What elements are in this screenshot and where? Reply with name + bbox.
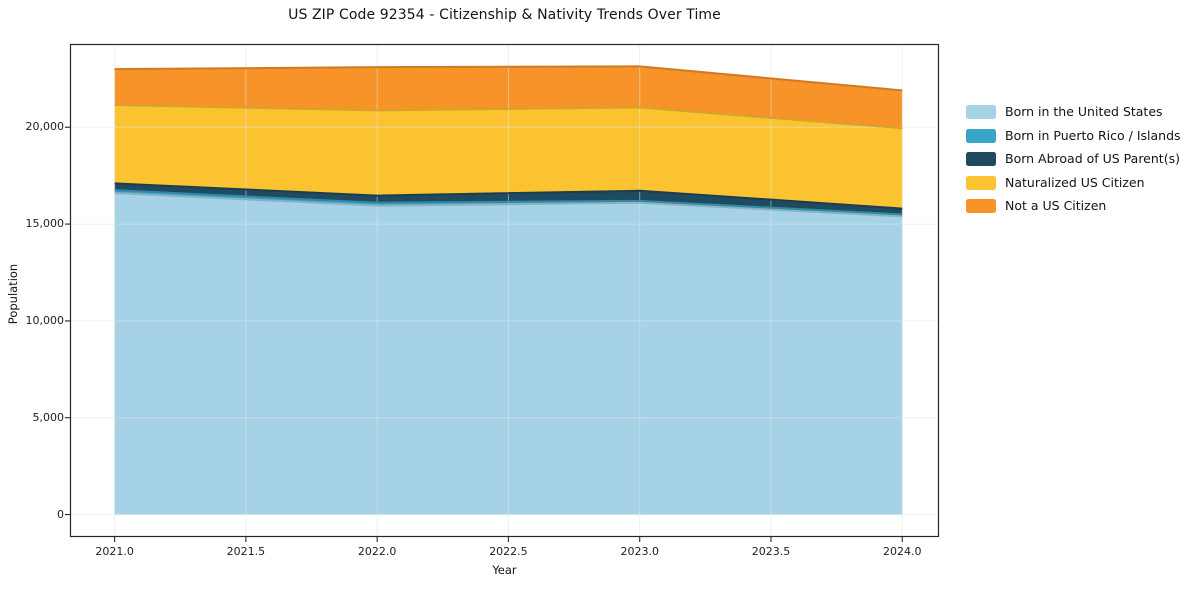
plot-area <box>65 43 940 542</box>
legend-item-label: Born in the United States <box>1005 104 1163 119</box>
chart-title: US ZIP Code 92354 - Citizenship & Nativi… <box>288 7 721 23</box>
x-tick-label: 2021.0 <box>95 545 134 558</box>
legend-item-born-abroad-of-us-parent-s: Born Abroad of US Parent(s) <box>966 152 1181 166</box>
x-tick-label: 2023.5 <box>751 545 791 558</box>
y-tick-label: 15,000 <box>25 217 65 231</box>
x-tick-label: 2024.0 <box>882 545 922 558</box>
legend-item-born-in-puerto-rico-islands: Born in Puerto Rico / Islands <box>966 127 1181 143</box>
legend-item-naturalized-us-citizen: Naturalized US Citizen <box>966 174 1181 190</box>
x-tick-label: 2022.5 <box>489 545 528 558</box>
legend: Born in the United States Born in Puerto … <box>966 105 1181 223</box>
legend-item-label: Born in Puerto Rico / Islands <box>1005 127 1181 143</box>
legend-item-label: Naturalized US Citizen <box>1005 174 1145 190</box>
area-edge-not-a-us-citizen <box>114 65 903 92</box>
y-axis-label: Population <box>6 263 20 325</box>
y-tick-label: 5,000 <box>32 410 65 424</box>
legend-swatch <box>966 105 996 119</box>
area-edge-born-in-the-united-states <box>114 192 903 218</box>
area-edge-naturalized-us-citizen <box>114 103 903 130</box>
legend-swatch <box>966 199 996 213</box>
legend-swatch <box>966 152 996 166</box>
legend-item-not-a-us-citizen: Not a US Citizen <box>966 199 1181 213</box>
y-tick-label: 0 <box>57 507 64 521</box>
legend-swatch <box>966 128 996 143</box>
legend-item-label: Not a US Citizen <box>1005 198 1107 213</box>
plot-border <box>69 43 940 538</box>
x-tick-label: 2022.0 <box>357 545 397 558</box>
area-edge-born-abroad-of-us-parent-s <box>114 182 903 210</box>
legend-item-label: Born Abroad of US Parent(s) <box>1005 151 1180 166</box>
y-tick-label: 20,000 <box>25 120 65 134</box>
stacked-area-chart <box>65 43 940 542</box>
x-tick-label: 2021.5 <box>226 545 266 558</box>
y-tick-label: 10,000 <box>25 313 65 327</box>
legend-item-born-in-the-united-states: Born in the United States <box>966 105 1181 119</box>
x-axis-label: Year <box>492 563 517 577</box>
legend-swatch <box>966 175 996 190</box>
area-edge-born-in-puerto-rico-islands <box>114 189 903 216</box>
x-tick-label: 2023.0 <box>620 545 659 558</box>
